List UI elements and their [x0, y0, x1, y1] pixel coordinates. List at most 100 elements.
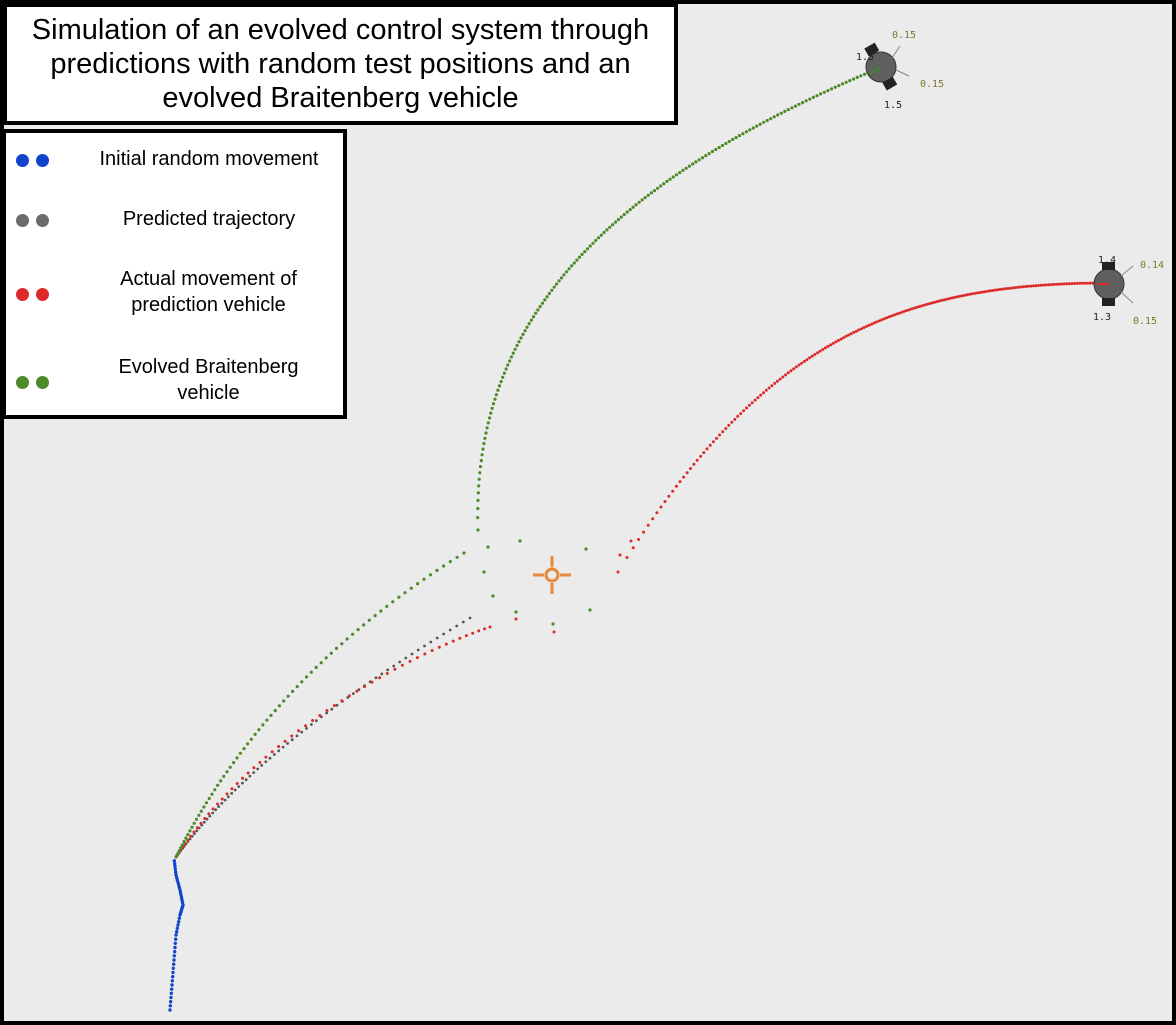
- braitenberg-path-lower-dot: [309, 670, 313, 674]
- actual-movement-path-upper-dot: [854, 329, 858, 333]
- braitenberg-path-upper-dot: [837, 84, 841, 88]
- braitenberg-path-upper-dot: [515, 343, 519, 348]
- braitenberg-path-upper-dot: [717, 145, 721, 150]
- actual-movement-path-lower-dot: [464, 634, 468, 638]
- braitenberg-path-upper-dot: [479, 459, 483, 463]
- braitenberg-path-upper-dot: [649, 191, 654, 195]
- actual-movement-path-upper-dot: [1044, 283, 1048, 287]
- actual-movement-transition-dot: [629, 539, 633, 543]
- actual-movement-path-upper-dot: [1057, 282, 1061, 286]
- actual-movement-path-upper-dot: [685, 471, 689, 475]
- legend-label-actual: Actual movement of prediction vehicle: [120, 268, 297, 316]
- actual-movement-path-upper-dot: [678, 480, 682, 484]
- actual-movement-path-upper-dot: [682, 475, 686, 479]
- braitenberg-path-upper-dot: [848, 79, 852, 83]
- braitenberg-path-upper-dot: [583, 250, 587, 254]
- legend-actual-dot: [36, 288, 49, 301]
- actual-movement-path-upper-dot: [742, 409, 746, 413]
- actual-movement-path-upper-dot: [1067, 282, 1071, 286]
- actual-movement-path-upper-dot: [770, 384, 774, 388]
- actual-movement-path-upper-dot: [836, 339, 840, 342]
- braitenberg-path-upper-dot: [536, 308, 540, 312]
- actual-movement-path-upper-dot: [747, 403, 751, 407]
- actual-movement-path-upper-dot: [865, 324, 869, 328]
- predicted-trajectory-path-dot: [416, 648, 420, 652]
- actual-movement-path-upper-dot: [778, 377, 782, 381]
- braitenberg-path-upper-dot: [557, 279, 561, 283]
- actual-movement-path-upper-dot: [764, 388, 768, 392]
- actual-movement-path-upper-dot: [715, 436, 718, 440]
- actual-movement-path-upper-dot: [983, 290, 987, 294]
- predicted-trajectory-path-dot: [230, 792, 234, 795]
- prediction-sensor-right-top: 0.14: [1140, 260, 1164, 271]
- braitenberg-path-upper-dot: [480, 453, 484, 457]
- braitenberg-path-upper-dot: [497, 384, 502, 388]
- actual-movement-path-upper: [616, 281, 1100, 574]
- actual-movement-path-upper-dot: [1021, 285, 1025, 289]
- actual-movement-path-upper-dot: [963, 293, 967, 297]
- prediction-wheel-top: 1.4: [1098, 255, 1116, 266]
- actual-movement-path-upper-dot: [767, 386, 771, 390]
- braitenberg-path-upper-dot: [596, 236, 601, 240]
- braitenberg-path-upper-dot: [547, 291, 552, 296]
- predicted-trajectory-path-dot: [241, 781, 244, 785]
- actual-movement-transition-dot: [514, 617, 518, 621]
- actual-movement-path-lower-dot: [355, 689, 359, 693]
- braitenberg-path-upper-dot: [478, 471, 482, 475]
- braitenberg-path-upper-dot: [710, 149, 715, 154]
- braitenberg-path-upper-dot: [509, 355, 513, 359]
- actual-movement-path-upper-dot: [1073, 282, 1076, 285]
- actual-movement-path-upper-dot: [1003, 287, 1007, 291]
- braitenberg-path-upper-dot: [499, 380, 503, 384]
- braitenberg-path-upper-dot: [476, 498, 480, 502]
- braitenberg-path-upper-dot: [504, 367, 508, 371]
- braitenberg-loop: [482, 539, 592, 626]
- actual-movement-path-upper-dot: [781, 375, 785, 379]
- braitenberg-loop-dot: [584, 547, 588, 551]
- predicted-trajectory-path-dot: [223, 798, 227, 802]
- actual-movement-path-upper-dot: [950, 296, 954, 300]
- braitenberg-sensor-right: 0.15: [920, 79, 944, 90]
- braitenberg-path-upper-dot: [550, 288, 554, 292]
- braitenberg-path-upper-dot: [646, 193, 650, 197]
- actual-movement-path-upper-dot: [857, 328, 861, 332]
- actual-movement-path-lower-dot: [385, 672, 389, 675]
- braitenberg-path-upper-dot: [545, 295, 549, 299]
- braitenberg-path-upper-dot: [605, 228, 609, 232]
- actual-movement-path-upper-dot: [829, 343, 833, 347]
- actual-movement-path-lower-dot: [304, 724, 308, 728]
- braitenberg-path-lower-dot: [324, 656, 328, 660]
- braitenberg-path-upper-dot: [560, 276, 564, 280]
- braitenberg-path-lower-dot: [314, 665, 318, 670]
- actual-movement-path-upper-dot: [1065, 282, 1069, 286]
- actual-movement-path-lower-dot: [332, 704, 336, 707]
- actual-movement-path-upper-dot: [625, 556, 629, 559]
- actual-movement-path-upper-dot: [948, 297, 952, 300]
- braitenberg-path-lower-dot: [362, 623, 366, 627]
- actual-movement-path-upper-dot: [908, 308, 911, 312]
- braitenberg-path-upper-dot: [652, 189, 657, 193]
- legend-braitenberg-dot: [16, 376, 29, 389]
- braitenberg-path-upper-dot: [751, 126, 755, 130]
- braitenberg-path-upper-dot: [486, 421, 490, 425]
- actual-movement-path-upper-dot: [802, 359, 806, 363]
- braitenberg-path-lower-dot: [334, 646, 339, 651]
- braitenberg-path-upper-dot: [779, 111, 783, 115]
- braitenberg-loop-dot: [491, 594, 495, 598]
- predicted-trajectory-path-dot: [244, 778, 248, 782]
- braitenberg-path-lower-dot: [356, 628, 360, 632]
- actual-movement-path-upper-dot: [1052, 282, 1056, 286]
- braitenberg-path-lower-dot: [455, 555, 459, 559]
- braitenberg-path-upper-dot: [737, 134, 742, 138]
- braitenberg-path-upper-dot: [476, 516, 480, 520]
- actual-movement-path-upper-dot: [1006, 287, 1010, 290]
- predicted-trajectory-path-dot: [248, 774, 252, 778]
- actual-movement-path-upper-dot: [1011, 286, 1015, 290]
- braitenberg-path-lower-dot: [179, 846, 183, 850]
- actual-movement-path-upper-dot: [849, 332, 853, 336]
- actual-movement-path-upper-dot: [880, 318, 884, 322]
- braitenberg-path-upper-dot: [483, 436, 487, 440]
- braitenberg-loop-dot: [482, 570, 486, 574]
- braitenberg-path-upper-dot: [691, 162, 695, 166]
